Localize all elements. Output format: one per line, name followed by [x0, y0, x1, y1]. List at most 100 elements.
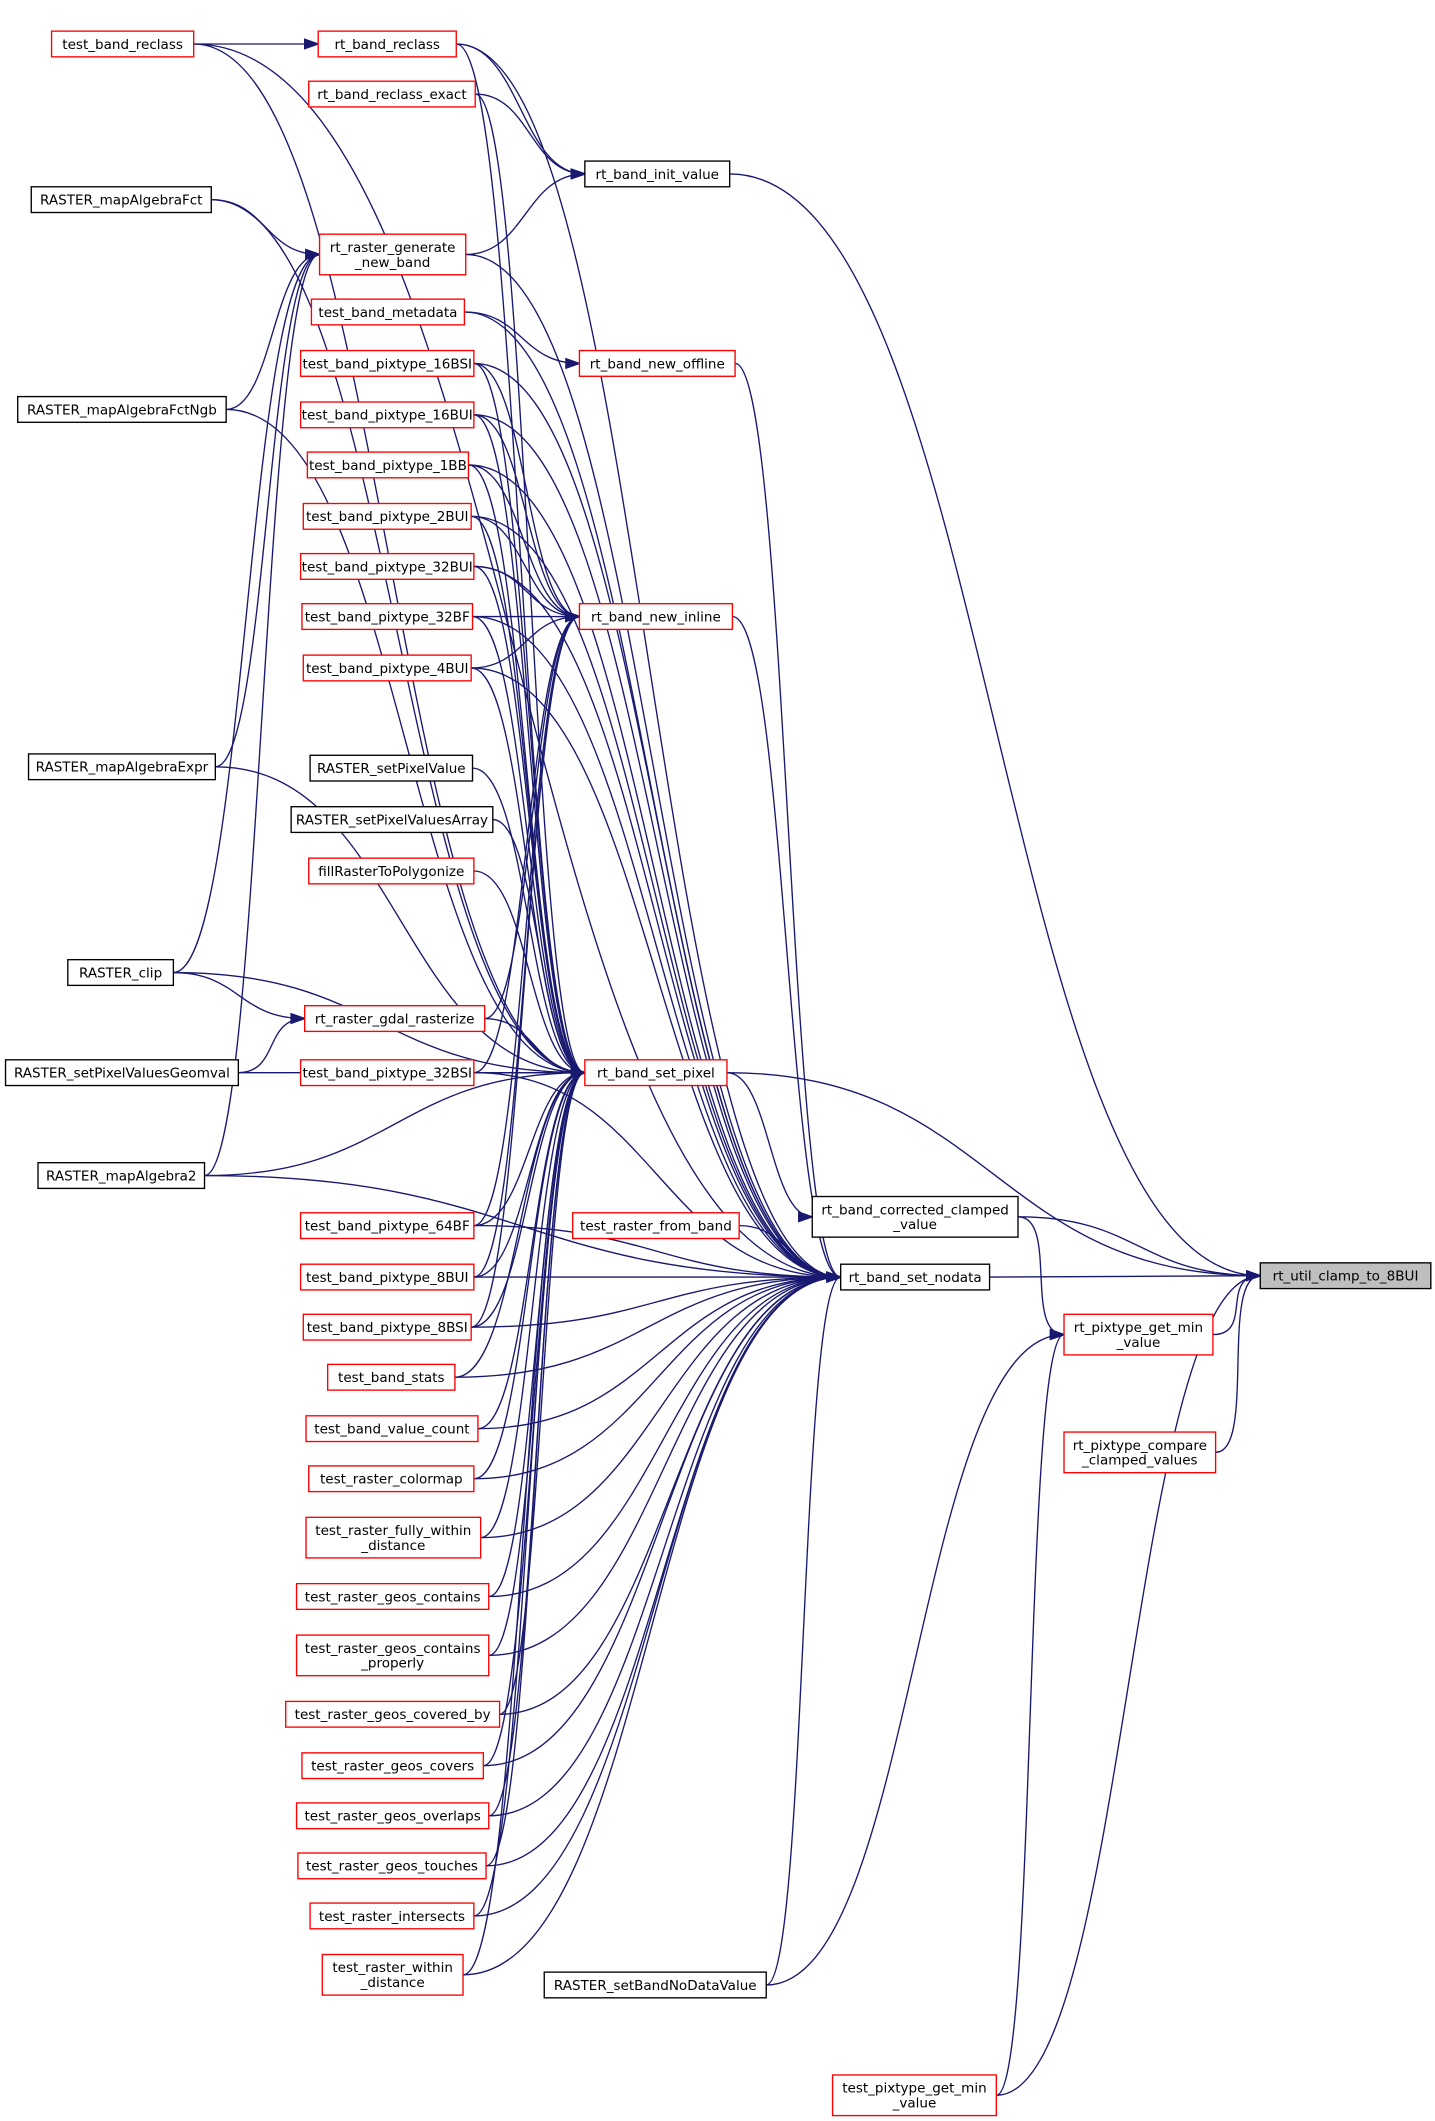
node-box[interactable]	[303, 1005, 486, 1033]
node-raster-setpixelvaluesarray[interactable]: RASTER_setPixelValuesArray	[290, 806, 494, 834]
node-box[interactable]	[295, 1802, 490, 1830]
node-test-band-value-count[interactable]: test_band_value_count	[305, 1415, 479, 1443]
node-test-band-pixtype-32bsi[interactable]: test_band_pixtype_32BSI	[299, 1059, 475, 1087]
node-raster-setpixelvaluesgeomval[interactable]: RASTER_setPixelValuesGeomval	[4, 1059, 240, 1087]
node-box[interactable]	[1259, 1262, 1432, 1290]
node-test-raster-intersects[interactable]: test_raster_intersects	[309, 1902, 475, 1930]
node-box[interactable]	[321, 1953, 464, 1996]
node-box[interactable]	[37, 1162, 206, 1190]
node-box[interactable]	[831, 2074, 998, 2117]
node-box[interactable]	[295, 1582, 490, 1611]
node-test-band-metadata[interactable]: test_band_metadata	[310, 298, 466, 326]
node-box[interactable]	[578, 349, 736, 377]
node-test-band-pixtype-16bui[interactable]: test_band_pixtype_16BUI	[299, 401, 475, 429]
node-raster-setbandnodatavalue[interactable]: RASTER_setBandNoDataValue	[543, 1971, 767, 1999]
node-box[interactable]	[297, 1852, 487, 1880]
node-box[interactable]	[301, 603, 474, 631]
node-box[interactable]	[285, 1700, 501, 1728]
node-box[interactable]	[67, 958, 175, 987]
node-test-raster-within-distance[interactable]: test_raster_within_distance	[321, 1953, 464, 1996]
node-box[interactable]	[305, 1415, 479, 1443]
node-test-raster-fully-within-distance[interactable]: test_raster_fully_within_distance	[305, 1516, 482, 1559]
node-rt-raster-gdal-rasterize[interactable]: rt_raster_gdal_rasterize	[303, 1005, 486, 1033]
node-box[interactable]	[299, 552, 475, 580]
node-box[interactable]	[306, 451, 470, 479]
node-test-band-pixtype-32bf[interactable]: test_band_pixtype_32BF	[301, 603, 474, 631]
node-box[interactable]	[584, 160, 731, 188]
node-rt-band-reclass-exact[interactable]: rt_band_reclass_exact	[308, 80, 476, 108]
node-test-pixtype-get-min-value[interactable]: test_pixtype_get_min_value	[831, 2074, 998, 2117]
node-test-band-pixtype-8bui[interactable]: test_band_pixtype_8BUI	[299, 1263, 475, 1291]
node-raster-mapalgebrafct[interactable]: RASTER_mapAlgebraFct	[30, 186, 212, 214]
node-raster-mapalgebrafctngb[interactable]: RASTER_mapAlgebraFctNgb	[17, 395, 227, 423]
node-box[interactable]	[299, 1059, 475, 1087]
node-test-band-pixtype-64bf[interactable]: test_band_pixtype_64BF	[299, 1212, 475, 1240]
node-test-raster-geos-covers[interactable]: test_raster_geos_covers	[301, 1752, 485, 1780]
node-box[interactable]	[543, 1971, 767, 1999]
node-raster-mapalgebraexpr[interactable]: RASTER_mapAlgebraExpr	[27, 753, 217, 781]
node-box[interactable]	[299, 1212, 475, 1240]
node-rt-pixtype-get-min-value[interactable]: rt_pixtype_get_min_value	[1063, 1313, 1214, 1356]
node-raster-setpixelvalue[interactable]: RASTER_setPixelValue	[309, 754, 474, 782]
node-box[interactable]	[295, 1634, 490, 1677]
node-test-band-pixtype-4bui[interactable]: test_band_pixtype_4BUI	[302, 654, 472, 682]
node-box[interactable]	[571, 1212, 740, 1240]
node-box[interactable]	[308, 80, 476, 108]
node-box[interactable]	[811, 1195, 1019, 1238]
node-rt-band-reclass[interactable]: rt_band_reclass	[317, 30, 457, 58]
node-rt-band-new-inline[interactable]: rt_band_new_inline	[578, 603, 734, 631]
node-box[interactable]	[309, 1902, 475, 1930]
node-box[interactable]	[301, 1752, 485, 1780]
node-box[interactable]	[302, 502, 472, 530]
node-box[interactable]	[578, 603, 734, 631]
node-box[interactable]	[310, 298, 466, 326]
node-rt-util-clamp-to-8bui[interactable]: rt_util_clamp_to_8BUI	[1259, 1262, 1432, 1290]
node-test-raster-geos-contains-properly[interactable]: test_raster_geos_contains_properly	[295, 1634, 490, 1677]
node-box[interactable]	[299, 1263, 475, 1291]
node-fillrastertopolygonize[interactable]: fillRasterToPolygonize	[308, 857, 475, 885]
node-test-band-reclass[interactable]: test_band_reclass	[50, 30, 195, 58]
node-box[interactable]	[1063, 1313, 1214, 1356]
node-test-band-pixtype-16bsi[interactable]: test_band_pixtype_16BSI	[299, 349, 475, 377]
node-raster-mapalgebra2[interactable]: RASTER_mapAlgebra2	[37, 1162, 206, 1190]
node-box[interactable]	[1063, 1431, 1217, 1474]
node-box[interactable]	[309, 754, 474, 782]
node-rt-band-new-offline[interactable]: rt_band_new_offline	[578, 349, 736, 377]
node-box[interactable]	[318, 233, 467, 276]
node-box[interactable]	[299, 349, 475, 377]
node-raster-clip[interactable]: RASTER_clip	[67, 958, 175, 987]
node-rt-band-corrected-clamped-value[interactable]: rt_band_corrected_clamped_value	[811, 1195, 1019, 1238]
node-rt-raster-generate-new-band[interactable]: rt_raster_generate_new_band	[318, 233, 467, 276]
node-box[interactable]	[27, 753, 217, 781]
node-test-band-pixtype-2bui[interactable]: test_band_pixtype_2BUI	[302, 502, 472, 530]
node-test-raster-geos-contains[interactable]: test_raster_geos_contains	[295, 1582, 490, 1611]
node-box[interactable]	[584, 1059, 728, 1087]
node-box[interactable]	[30, 186, 212, 214]
node-box[interactable]	[17, 395, 227, 423]
node-test-raster-from-band[interactable]: test_raster_from_band	[571, 1212, 740, 1240]
node-test-raster-colormap[interactable]: test_raster_colormap	[308, 1465, 475, 1493]
node-rt-band-init-value[interactable]: rt_band_init_value	[584, 160, 731, 188]
node-box[interactable]	[302, 1313, 472, 1341]
node-test-raster-geos-overlaps[interactable]: test_raster_geos_overlaps	[295, 1802, 490, 1830]
node-test-band-pixtype-1bb[interactable]: test_band_pixtype_1BB	[306, 451, 470, 479]
node-box[interactable]	[290, 806, 494, 834]
node-box[interactable]	[299, 401, 475, 429]
node-rt-band-set-pixel[interactable]: rt_band_set_pixel	[584, 1059, 728, 1087]
node-box[interactable]	[839, 1263, 991, 1291]
node-box[interactable]	[308, 1465, 475, 1493]
node-box[interactable]	[317, 30, 457, 58]
node-test-band-stats[interactable]: test_band_stats	[327, 1363, 456, 1391]
node-test-band-pixtype-8bsi[interactable]: test_band_pixtype_8BSI	[302, 1313, 472, 1341]
node-rt-pixtype-compare-clamped-values[interactable]: rt_pixtype_compare_clamped_values	[1063, 1431, 1217, 1474]
node-box[interactable]	[308, 857, 475, 885]
node-test-raster-geos-touches[interactable]: test_raster_geos_touches	[297, 1852, 487, 1880]
node-box[interactable]	[305, 1516, 482, 1559]
node-box[interactable]	[327, 1363, 456, 1391]
node-test-raster-geos-covered-by[interactable]: test_raster_geos_covered_by	[285, 1700, 501, 1728]
node-test-band-pixtype-32bui[interactable]: test_band_pixtype_32BUI	[299, 552, 475, 580]
node-box[interactable]	[50, 30, 195, 58]
node-rt-band-set-nodata[interactable]: rt_band_set_nodata	[839, 1263, 991, 1291]
node-box[interactable]	[4, 1059, 240, 1087]
node-box[interactable]	[302, 654, 472, 682]
